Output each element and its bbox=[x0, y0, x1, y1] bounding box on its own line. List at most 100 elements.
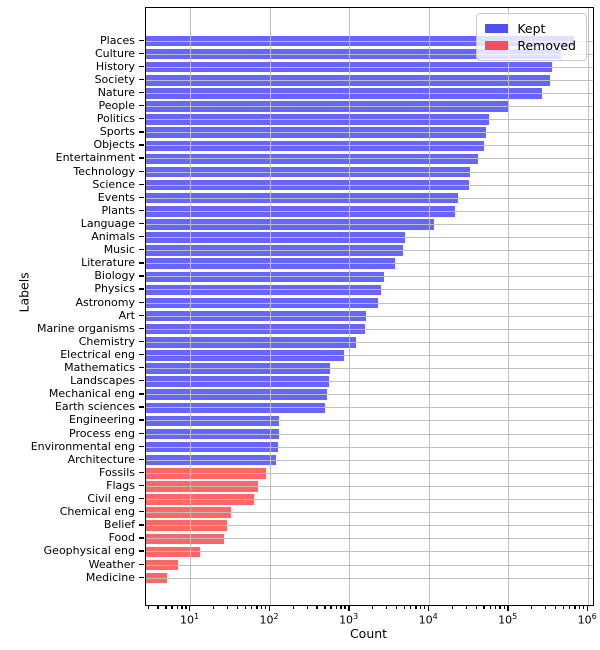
x-major-tick bbox=[427, 605, 430, 611]
x-major-tick bbox=[586, 605, 589, 611]
y-tick-mark bbox=[138, 576, 144, 578]
gridline-y bbox=[146, 407, 593, 409]
x-minor-tick bbox=[344, 605, 346, 609]
plot-area: Kept Removed bbox=[145, 7, 594, 606]
x-major-tick bbox=[507, 605, 509, 611]
x-tick-label-10e6: 106 bbox=[577, 612, 597, 627]
kept-swatch bbox=[485, 24, 509, 33]
x-minor-tick bbox=[236, 605, 239, 609]
y-tick-label-history: History bbox=[95, 59, 135, 73]
y-tick-mark bbox=[138, 144, 144, 146]
x-minor-tick bbox=[562, 605, 565, 609]
y-tick-mark bbox=[138, 458, 144, 461]
gridline-y bbox=[146, 341, 593, 343]
gridline-y bbox=[146, 66, 593, 68]
y-tick-mark bbox=[138, 537, 144, 539]
gridline-x bbox=[269, 8, 271, 605]
y-tick-mark bbox=[138, 314, 144, 316]
gridline-y bbox=[146, 276, 593, 278]
gridline-y bbox=[146, 40, 593, 42]
legend-item-removed: Removed bbox=[485, 37, 576, 54]
y-tick-label-language: Language bbox=[80, 216, 135, 230]
y-tick-mark bbox=[138, 236, 144, 238]
gridline-y bbox=[146, 92, 593, 94]
gridline-y bbox=[146, 577, 593, 579]
y-tick-mark bbox=[138, 131, 144, 133]
x-minor-tick bbox=[264, 605, 267, 609]
y-tick-label-nature: Nature bbox=[97, 85, 135, 99]
gridline-y bbox=[146, 263, 593, 265]
x-tick-label-10e3: 103 bbox=[339, 612, 359, 627]
x-minor-tick bbox=[330, 605, 332, 609]
x-minor-tick bbox=[475, 605, 477, 609]
y-tick-mark bbox=[138, 393, 144, 395]
y-tick-mark bbox=[138, 39, 144, 41]
x-minor-tick bbox=[415, 605, 417, 609]
y-tick-mark bbox=[138, 222, 144, 225]
x-minor-tick bbox=[451, 605, 453, 609]
y-tick-label-events: Events bbox=[97, 190, 135, 204]
y-tick-label-medicine: Medicine bbox=[85, 570, 135, 584]
gridline-y bbox=[146, 394, 593, 396]
gridline-y bbox=[146, 564, 593, 566]
gridline-y bbox=[146, 237, 593, 238]
x-tick-label-10e2: 102 bbox=[259, 612, 279, 627]
y-tick-label-mathematics: Mathematics bbox=[64, 361, 135, 374]
y-tick-mark bbox=[138, 275, 144, 277]
y-tick-mark bbox=[138, 209, 144, 212]
y-tick-mark bbox=[138, 471, 144, 474]
gridline-y bbox=[146, 223, 593, 225]
x-minor-tick bbox=[578, 605, 581, 609]
gridline-y bbox=[146, 302, 593, 304]
y-tick-label-marine-organisms: Marine organisms bbox=[36, 321, 135, 335]
y-tick-mark bbox=[138, 327, 144, 330]
y-tick-mark bbox=[138, 498, 144, 500]
gridline-y bbox=[146, 525, 593, 527]
legend-label-removed: Removed bbox=[517, 38, 576, 53]
y-tick-label-civil-eng: Civil eng bbox=[87, 492, 135, 505]
gridline-y bbox=[146, 79, 593, 81]
x-minor-tick bbox=[213, 605, 215, 609]
gridline-y bbox=[146, 106, 593, 107]
y-tick-mark bbox=[138, 511, 144, 513]
gridline-y bbox=[146, 354, 593, 356]
x-tick-label-10e1: 101 bbox=[180, 612, 200, 627]
y-tick-mark bbox=[138, 196, 144, 199]
y-tick-label-chemistry: Chemistry bbox=[78, 334, 135, 348]
y-tick-mark bbox=[138, 118, 144, 120]
x-minor-tick bbox=[250, 605, 253, 609]
y-tick-mark bbox=[138, 380, 144, 382]
x-minor-tick bbox=[260, 605, 263, 609]
y-tick-mark bbox=[138, 78, 144, 81]
x-axis-title: Count bbox=[349, 626, 388, 641]
y-tick-mark bbox=[138, 105, 144, 107]
gridline-y bbox=[146, 132, 593, 134]
x-minor-tick bbox=[395, 605, 398, 609]
gridline-y bbox=[146, 289, 593, 291]
x-minor-tick bbox=[185, 605, 187, 609]
y-tick-mark bbox=[138, 170, 144, 172]
x-minor-tick bbox=[292, 605, 294, 609]
y-tick-mark bbox=[138, 340, 144, 343]
x-minor-tick bbox=[499, 605, 501, 609]
gridline-y bbox=[146, 197, 593, 199]
x-minor-tick bbox=[165, 605, 167, 609]
y-tick-label-art: Art bbox=[118, 308, 135, 322]
y-tick-label-engineering: Engineering bbox=[69, 413, 135, 427]
y-tick-label-sports: Sports bbox=[99, 125, 135, 139]
y-tick-label-politics: Politics bbox=[96, 112, 135, 126]
y-tick-label-belief: Belief bbox=[103, 518, 135, 532]
y-tick-label-places: Places bbox=[100, 33, 135, 47]
y-tick-label-process-eng: Process eng bbox=[69, 426, 135, 440]
x-minor-tick bbox=[157, 605, 159, 609]
y-tick-label-environmental-eng: Environmental eng bbox=[30, 439, 135, 453]
gridline-y bbox=[146, 315, 593, 317]
y-tick-mark bbox=[138, 445, 144, 447]
x-minor-tick bbox=[489, 605, 491, 609]
x-minor-tick bbox=[227, 605, 229, 609]
gridline-x bbox=[587, 8, 589, 605]
gridline-y bbox=[146, 158, 593, 160]
x-minor-tick bbox=[335, 605, 338, 609]
y-tick-mark bbox=[138, 419, 144, 421]
